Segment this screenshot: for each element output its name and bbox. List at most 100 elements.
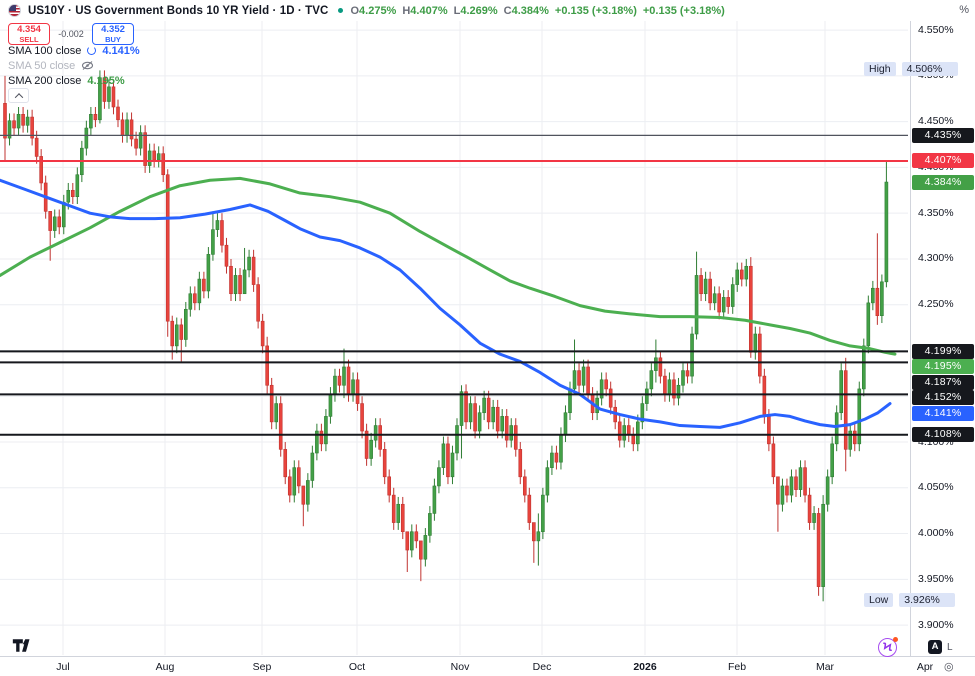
price-axis[interactable]: 4.550%4.500%4.450%4.400%4.350%4.300%4.25… xyxy=(864,0,975,656)
candle xyxy=(391,494,396,523)
candle xyxy=(699,275,703,295)
indicator-row[interactable]: SMA 50 close xyxy=(8,58,140,73)
candle xyxy=(57,216,62,228)
candle xyxy=(830,443,834,478)
candle xyxy=(721,297,726,313)
loading-spinner-icon xyxy=(87,46,97,55)
price-axis-label: 4.450% xyxy=(918,115,954,128)
candle xyxy=(798,467,803,490)
sell-price: 4.354 xyxy=(17,24,41,35)
candle xyxy=(116,106,120,121)
candle xyxy=(604,379,608,390)
price-badge: 4.435% xyxy=(912,127,974,143)
symbol-title[interactable]: US10Y · US Government Bonds 10 YR Yield … xyxy=(28,4,329,17)
candle xyxy=(617,421,622,441)
candle xyxy=(776,476,780,505)
eye-off-icon[interactable] xyxy=(81,60,94,71)
candle xyxy=(7,120,12,139)
candle xyxy=(337,375,342,386)
candle xyxy=(211,229,215,255)
candle xyxy=(739,269,744,280)
candle xyxy=(663,375,667,395)
candle xyxy=(559,434,563,463)
trade-panel: 4.354 SELL -0.002 4.352 BUY xyxy=(8,23,134,45)
candle xyxy=(654,357,658,371)
candle xyxy=(536,531,541,542)
time-axis-label: Feb xyxy=(727,661,747,673)
candle xyxy=(491,406,495,423)
candle xyxy=(753,333,758,353)
candle xyxy=(306,480,310,505)
candle xyxy=(843,370,848,450)
candle xyxy=(125,119,129,136)
log-scale-button[interactable]: L xyxy=(947,641,953,653)
candle xyxy=(532,522,536,542)
collapse-legend-button[interactable] xyxy=(8,88,29,103)
candle xyxy=(880,281,884,316)
price-badge: 4.141% xyxy=(912,405,974,421)
low-marker: Low 3.926% xyxy=(864,593,956,608)
candle xyxy=(667,379,672,395)
candle xyxy=(3,103,7,139)
buy-button[interactable]: 4.352 BUY xyxy=(92,23,134,45)
candle xyxy=(405,531,410,551)
candle xyxy=(310,452,315,481)
buy-price: 4.352 xyxy=(101,24,125,35)
candle xyxy=(780,485,785,505)
price-badge: 4.108% xyxy=(912,427,974,443)
candle xyxy=(373,425,378,441)
candle xyxy=(785,485,789,496)
candle xyxy=(708,278,712,304)
candle xyxy=(825,476,830,505)
candle xyxy=(871,287,875,304)
candle xyxy=(762,375,767,417)
candle xyxy=(681,370,685,386)
candle xyxy=(138,132,143,149)
candle xyxy=(179,324,184,340)
candle xyxy=(504,416,509,441)
symbol-info-bar: US10Y · US Government Bonds 10 YR Yield … xyxy=(0,0,975,21)
market-status-dot-icon xyxy=(338,8,344,13)
auto-scale-button[interactable]: A xyxy=(928,640,942,654)
chart-canvas[interactable] xyxy=(0,0,910,656)
scale-mode-buttons: A L xyxy=(928,640,953,654)
price-axis-label: 4.550% xyxy=(918,23,954,36)
time-axis-label: Nov xyxy=(450,661,470,673)
candle xyxy=(771,443,776,478)
sma-line xyxy=(0,176,897,356)
candle xyxy=(12,120,16,129)
price-axis-label: 4.300% xyxy=(918,252,954,265)
price-axis-label: 4.050% xyxy=(918,481,954,494)
candle xyxy=(522,476,527,496)
scale-reset-icon[interactable]: ◎ xyxy=(944,661,954,673)
sell-button[interactable]: 4.354 SELL xyxy=(8,23,50,45)
candle xyxy=(265,345,269,386)
candle xyxy=(364,430,369,459)
indicator-row[interactable]: SMA 100 close 4.141% xyxy=(8,44,140,57)
candle xyxy=(355,379,360,404)
flash-boost-icon[interactable]: Ϟ xyxy=(878,637,898,657)
price-badge: 4.187% xyxy=(912,374,974,390)
indicator-row[interactable]: SMA 200 close 4.195% xyxy=(8,74,125,87)
percent-scale-button[interactable]: % xyxy=(959,4,969,16)
candle xyxy=(735,269,740,285)
candle xyxy=(563,412,568,435)
candle xyxy=(197,278,202,304)
candle xyxy=(233,275,238,295)
candle xyxy=(459,391,464,426)
high-marker: High 4.506% xyxy=(864,62,958,77)
candle xyxy=(527,494,532,523)
candle xyxy=(455,425,459,454)
candle xyxy=(852,430,857,445)
candle xyxy=(107,86,111,102)
candle xyxy=(473,403,477,432)
candle xyxy=(495,406,500,432)
candle xyxy=(224,244,229,267)
time-axis[interactable]: ◎ Jul Aug Sep Oct Nov Dec 2026 Feb Mar Apr xyxy=(0,656,975,676)
candle xyxy=(251,256,256,285)
candle xyxy=(274,403,279,423)
candle xyxy=(16,114,21,129)
candle xyxy=(184,308,188,340)
tradingview-logo-icon[interactable] xyxy=(12,638,32,658)
